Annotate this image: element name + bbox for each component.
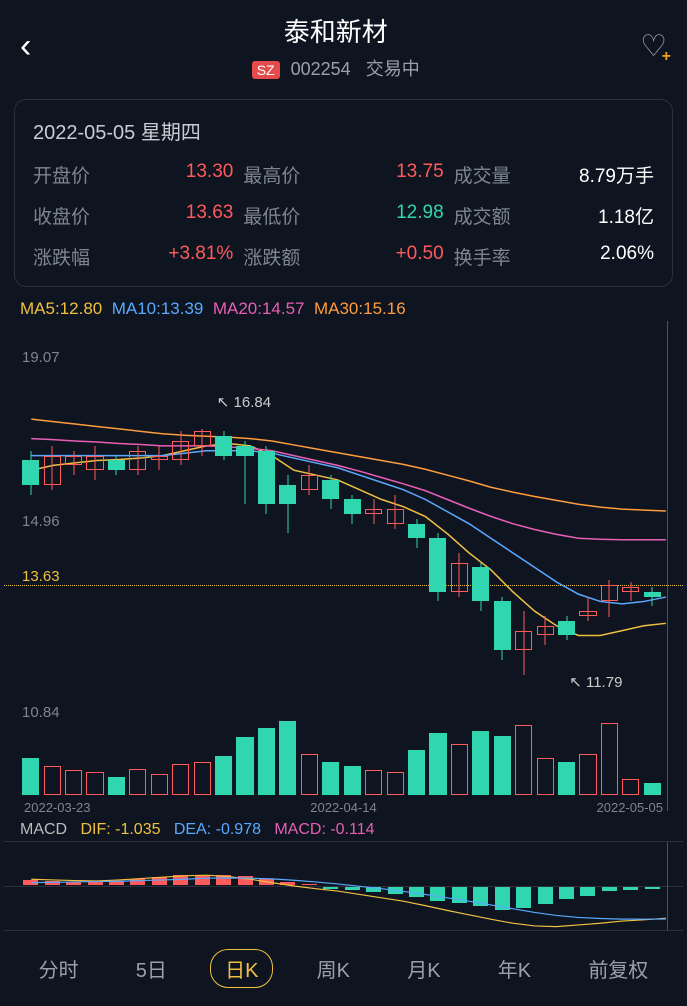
stock-name: 泰和新材	[31, 12, 640, 49]
volume-bar	[579, 754, 596, 795]
ohlc-pair: 成交额1.18亿	[454, 202, 654, 229]
candle	[449, 321, 470, 721]
volume-bar	[258, 728, 275, 795]
tab-5[interactable]: 年K	[484, 950, 545, 987]
volume-bar	[194, 762, 211, 795]
candle	[342, 321, 363, 721]
ohlc-pair: 最高价13.75	[243, 161, 443, 188]
volume-bar	[129, 769, 146, 795]
volume-bar	[451, 744, 468, 795]
volume-bar	[429, 733, 446, 795]
ma-legend: MA5:12.80 MA10:13.39 MA20:14.57 MA30:15.…	[0, 287, 687, 321]
candle	[534, 321, 555, 721]
volume-bar	[215, 756, 232, 795]
candle	[127, 321, 148, 721]
ohlc-pair: 换手率2.06%	[454, 243, 654, 270]
candle	[470, 321, 491, 721]
candle	[84, 321, 105, 721]
candle	[363, 321, 384, 721]
volume-bar	[65, 770, 82, 795]
volume-bar	[387, 772, 404, 795]
candle	[384, 321, 405, 721]
date-label: 2022-04-14	[310, 800, 377, 815]
date-label: 2022-03-23	[24, 800, 91, 815]
tab-1[interactable]: 5日	[122, 950, 181, 987]
volume-bar	[365, 770, 382, 795]
candle	[620, 321, 641, 721]
volume-bar	[515, 725, 532, 795]
candle	[20, 321, 41, 721]
volume-bar	[172, 764, 189, 795]
macd-chart[interactable]	[4, 841, 683, 931]
date-label: 2022-05-05	[597, 800, 664, 815]
candle	[63, 321, 84, 721]
candle	[149, 321, 170, 721]
tab-6[interactable]: 前复权	[574, 950, 662, 987]
candle	[256, 321, 277, 721]
ohlc-pair: 涨跌额+0.50	[243, 243, 443, 270]
trade-status: 交易中	[366, 59, 420, 79]
ohlc-pair: 开盘价13.30	[33, 161, 233, 188]
volume-bar	[644, 783, 661, 795]
candle	[642, 321, 663, 721]
candle	[106, 321, 127, 721]
volume-bar	[472, 731, 489, 795]
ohlc-pair: 最低价12.98	[243, 202, 443, 229]
candle	[556, 321, 577, 721]
candle	[492, 321, 513, 721]
title-area: 泰和新材 SZ 002254 交易中	[31, 12, 640, 81]
ohlc-pair: 涨跌幅+3.81%	[33, 243, 233, 270]
candle	[191, 321, 212, 721]
candle	[577, 321, 598, 721]
candle	[213, 321, 234, 721]
candle	[41, 321, 62, 721]
tab-3[interactable]: 周K	[303, 950, 364, 987]
candle	[299, 321, 320, 721]
stock-sub: SZ 002254 交易中	[31, 55, 640, 81]
volume-bar	[344, 766, 361, 795]
volume-bar	[537, 758, 554, 795]
candle	[599, 321, 620, 721]
volume-bar	[601, 723, 618, 795]
volume-bar	[108, 777, 125, 795]
candle	[406, 321, 427, 721]
ohlc-pair: 成交量8.79万手	[454, 161, 654, 188]
macd-legend: MACD DIF: -1.035 DEA: -0.978 MACD: -0.11…	[0, 811, 687, 841]
back-button[interactable]: ‹	[20, 27, 31, 66]
ohlc-pair: 收盘价13.63	[33, 202, 233, 229]
volume-bar	[279, 721, 296, 795]
market-badge: SZ	[252, 61, 280, 79]
candle	[170, 321, 191, 721]
volume-bar	[86, 772, 103, 795]
volume-bar	[151, 774, 168, 795]
timeframe-tabs: 分时 5日日K 周K 月K 年K 前复权	[0, 931, 687, 1006]
volume-bar	[301, 754, 318, 795]
candle	[234, 321, 255, 721]
volume-bar	[44, 766, 61, 795]
volume-bar	[236, 737, 253, 795]
volume-bar	[622, 779, 639, 795]
stock-code: 002254	[291, 59, 351, 79]
volume-chart[interactable]: 2022-03-232022-04-142022-05-05	[4, 721, 683, 811]
candle	[427, 321, 448, 721]
volume-bar	[22, 758, 39, 795]
tab-4[interactable]: 月K	[393, 950, 454, 987]
volume-bar	[408, 750, 425, 795]
candle	[277, 321, 298, 721]
ohlc-panel: 2022-05-05 星期四 开盘价13.30 最高价13.75 成交量8.79万手…	[14, 99, 673, 287]
tab-2[interactable]: 日K	[210, 949, 273, 988]
panel-date: 2022-05-05 星期四	[33, 116, 654, 145]
candle	[320, 321, 341, 721]
candlestick-chart[interactable]: 19.07 14.96 10.84 13.63 ↖ 16.84 ↖ 11.79	[4, 321, 683, 721]
volume-bar	[558, 762, 575, 795]
candle	[513, 321, 534, 721]
volume-bar	[322, 762, 339, 795]
favorite-button[interactable]: ♡+	[640, 29, 667, 64]
volume-bar	[494, 736, 511, 795]
tab-0[interactable]: 分时	[25, 950, 93, 987]
